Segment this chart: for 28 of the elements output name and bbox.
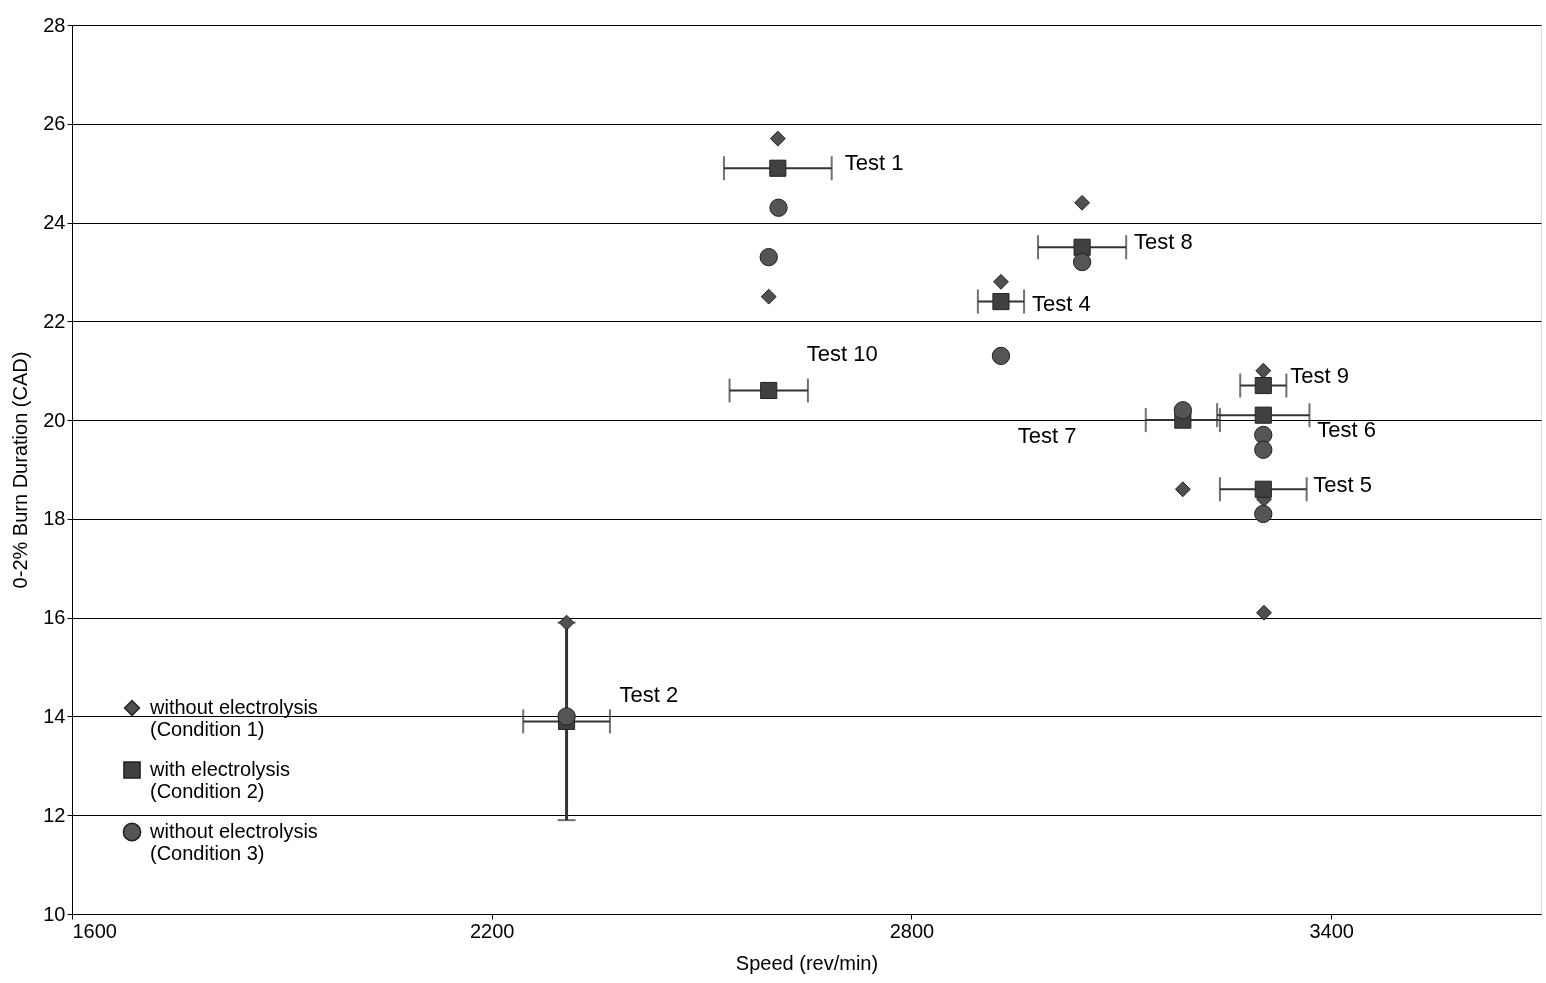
y-tick-label: 10 [43,902,66,925]
y-tick-label: 12 [43,803,66,826]
y-tick-label: 14 [43,704,66,727]
annotation: Test 9 [1290,362,1349,388]
legend-label: without electrolysis (Condition 3) [149,820,318,864]
y-tick-label: 24 [43,211,66,234]
x-axis-title: Speed (rev/min) [735,951,879,974]
annotation: Test 10 [806,341,878,367]
annotation: Test 7 [1017,423,1077,449]
legend-label: without electrolysis (Condition 1) [149,696,318,740]
annotation: Test 5 [1313,472,1372,498]
x-tick-label: 3400 [1309,919,1354,942]
annotation: Test 4 [1031,290,1091,316]
y-tick-label: 28 [43,13,66,36]
annotation: Test 8 [1134,229,1193,255]
x-tick-label: 2200 [469,919,515,942]
legend-label: with electrolysis (Condition 2) [149,758,291,802]
annotation: Test 1 [844,150,904,176]
y-tick-label: 22 [43,309,66,332]
y-axis-title: 0-2% Burn Duration (CAD) [9,351,32,589]
y-tick-label: 20 [43,408,66,431]
y-tick-label: 16 [43,606,66,629]
annotation: Test 2 [619,682,679,708]
x-tick-label: 1600 [72,919,117,942]
x-tick-label: 2800 [889,919,935,942]
y-tick-label: 18 [43,507,66,530]
y-tick-label: 26 [43,112,66,135]
annotation: Test 6 [1317,417,1376,443]
